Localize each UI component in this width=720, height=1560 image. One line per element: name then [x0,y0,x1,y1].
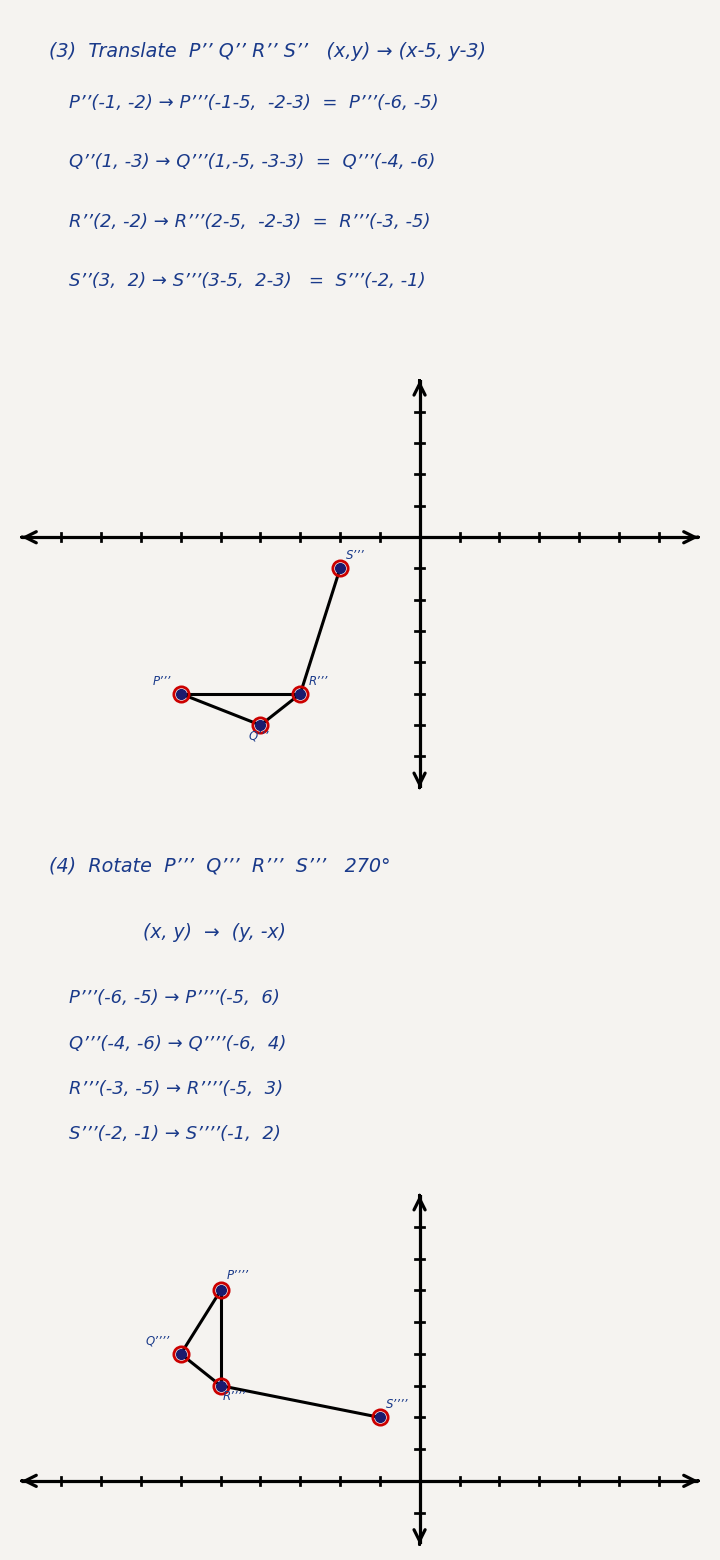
Text: S’’’(-2, -1) → S’’’’(-1,  2): S’’’(-2, -1) → S’’’’(-1, 2) [69,1125,281,1143]
Text: S’’’: S’’’ [346,549,365,562]
Text: (x, y)  →  (y, -x): (x, y) → (y, -x) [143,924,287,942]
Text: (3)  Translate  P’’ Q’’ R’’ S’’   (x,y) → (x-5, y-3): (3) Translate P’’ Q’’ R’’ S’’ (x,y) → (x… [49,42,486,61]
Text: R’’(2, -2) → R’’’(2-5,  -2-3)  =  R’’’(-3, -5): R’’(2, -2) → R’’’(2-5, -2-3) = R’’’(-3, … [69,212,431,231]
Text: R’’’: R’’’ [308,674,328,688]
Text: R’’’(-3, -5) → R’’’’(-5,  3): R’’’(-3, -5) → R’’’’(-5, 3) [69,1080,283,1098]
Text: P’’’’: P’’’’ [227,1270,248,1282]
Text: Q’’’: Q’’’ [248,730,269,743]
Text: P’’(-1, -2) → P’’’(-1-5,  -2-3)  =  P’’’(-6, -5): P’’(-1, -2) → P’’’(-1-5, -2-3) = P’’’(-6… [69,94,438,112]
Text: (4)  Rotate  P’’’  Q’’’  R’’’  S’’’   270°: (4) Rotate P’’’ Q’’’ R’’’ S’’’ 270° [49,856,390,875]
Text: P’’’(-6, -5) → P’’’’(-5,  6): P’’’(-6, -5) → P’’’’(-5, 6) [69,989,280,1008]
Text: S’’’’: S’’’’ [386,1398,408,1412]
Text: Q’’’(-4, -6) → Q’’’’(-6,  4): Q’’’(-4, -6) → Q’’’’(-6, 4) [69,1034,287,1053]
Text: R’’’’: R’’’’ [222,1390,246,1402]
Text: Q’’(1, -3) → Q’’’(1,-5, -3-3)  =  Q’’’(-4, -6): Q’’(1, -3) → Q’’’(1,-5, -3-3) = Q’’’(-4,… [69,153,436,172]
Text: P’’’: P’’’ [153,674,171,688]
Text: Q’’’’: Q’’’’ [145,1334,169,1348]
Text: S’’(3,  2) → S’’’(3-5,  2-3)   =  S’’’(-2, -1): S’’(3, 2) → S’’’(3-5, 2-3) = S’’’(-2, -1… [69,271,426,290]
